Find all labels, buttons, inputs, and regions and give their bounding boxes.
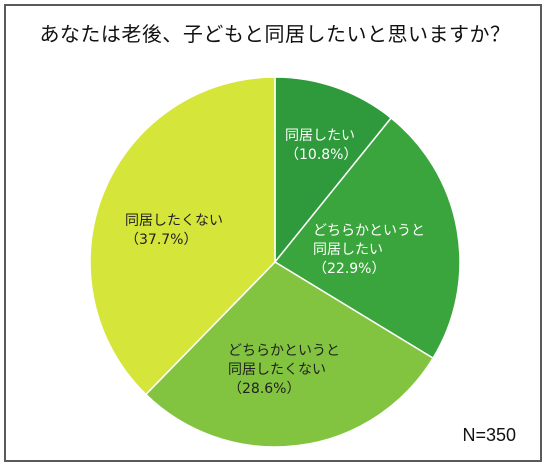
- pie-slice-label-line: （37.7%）: [125, 232, 197, 248]
- pie-slice-label-1: 同居したい （10.8%）: [285, 128, 357, 163]
- pie-slice-label-line: 同居したい: [285, 128, 355, 144]
- pie-slice-label-line: 同居したくない: [125, 213, 223, 229]
- pie-slice-3: [144, 261, 435, 448]
- pie-slice-label-line: （22.9%）: [313, 261, 385, 277]
- sample-size-note: N=350: [462, 425, 516, 445]
- pie-slice-label-line: （10.8%）: [285, 147, 357, 163]
- chart-title: あなたは老後、子どもと同居したいと思いますか？: [39, 22, 511, 46]
- pie-slice-label-line: どちらかというと: [228, 343, 340, 359]
- pie-labels: 同居したい（10.8%）どちらかというと同居したい（22.9%）どちらかというと…: [125, 128, 425, 397]
- pie-slice-4: [89, 76, 276, 396]
- pie-slice-label-line: （28.6%）: [228, 381, 300, 397]
- pie-slice-label-4: 同居したくない （37.7%）: [125, 213, 223, 248]
- pie-slices: [89, 76, 461, 448]
- pie-slice-2: [273, 116, 461, 360]
- pie-slice-label-line: どちらかというと: [313, 223, 425, 239]
- pie-slice-label-2: どちらかというと同居したい （22.9%）: [313, 223, 425, 277]
- pie-slice-label-line: 同居したい: [313, 242, 383, 258]
- pie-slice-1: [274, 76, 393, 265]
- pie-slice-label-3: どちらかというと同居したくない （28.6%）: [228, 343, 340, 397]
- pie-slice-label-line: 同居したくない: [228, 362, 326, 378]
